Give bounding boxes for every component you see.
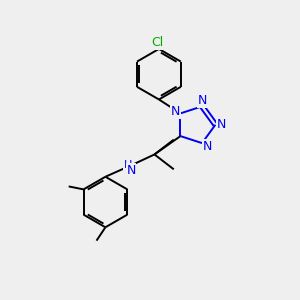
Text: N: N [197,94,207,107]
Text: N: N [126,164,136,177]
Text: N: N [203,140,212,153]
Text: N: N [171,105,180,119]
Text: H: H [124,160,132,170]
Text: N: N [217,118,226,131]
Text: Cl: Cl [151,36,164,49]
